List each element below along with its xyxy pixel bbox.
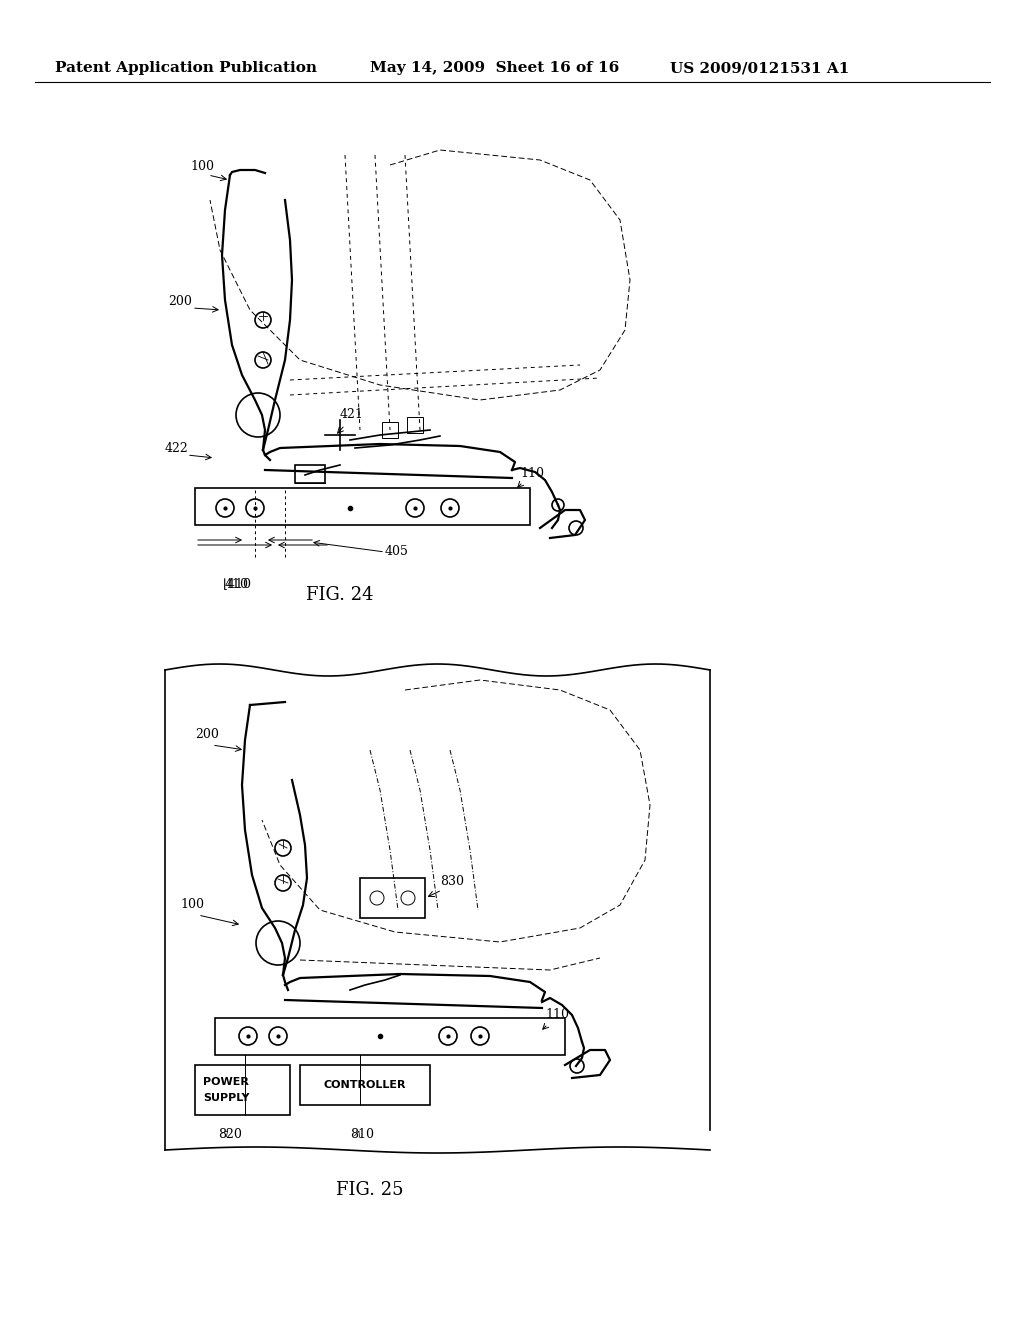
Text: 200: 200 xyxy=(168,294,191,308)
Bar xyxy=(300,1065,430,1105)
Bar xyxy=(215,1018,565,1055)
Text: 410: 410 xyxy=(225,578,249,591)
Text: 421: 421 xyxy=(340,408,364,421)
Text: May 14, 2009  Sheet 16 of 16: May 14, 2009 Sheet 16 of 16 xyxy=(370,61,620,75)
Bar xyxy=(360,878,425,917)
Text: FIG. 24: FIG. 24 xyxy=(306,586,374,605)
Text: 422: 422 xyxy=(165,442,188,455)
Bar xyxy=(295,465,325,483)
Text: Patent Application Publication: Patent Application Publication xyxy=(55,61,317,75)
Text: 100: 100 xyxy=(190,160,214,173)
Bar xyxy=(195,1065,290,1115)
Text: $\lfloor$410: $\lfloor$410 xyxy=(222,576,252,591)
Text: 810: 810 xyxy=(350,1129,374,1140)
Bar xyxy=(382,422,398,438)
Text: FIG. 25: FIG. 25 xyxy=(336,1181,403,1199)
Text: POWER: POWER xyxy=(203,1077,249,1086)
Text: 110: 110 xyxy=(520,467,544,480)
Text: 830: 830 xyxy=(440,875,464,888)
Text: US 2009/0121531 A1: US 2009/0121531 A1 xyxy=(670,61,849,75)
Text: 820: 820 xyxy=(218,1129,242,1140)
Text: CONTROLLER: CONTROLLER xyxy=(324,1080,407,1090)
Text: SUPPLY: SUPPLY xyxy=(203,1093,250,1104)
Text: 200: 200 xyxy=(195,729,219,741)
Text: 100: 100 xyxy=(180,898,204,911)
Bar xyxy=(195,488,530,525)
Text: 405: 405 xyxy=(385,545,409,558)
Text: 110: 110 xyxy=(545,1008,569,1020)
Bar xyxy=(407,417,423,433)
